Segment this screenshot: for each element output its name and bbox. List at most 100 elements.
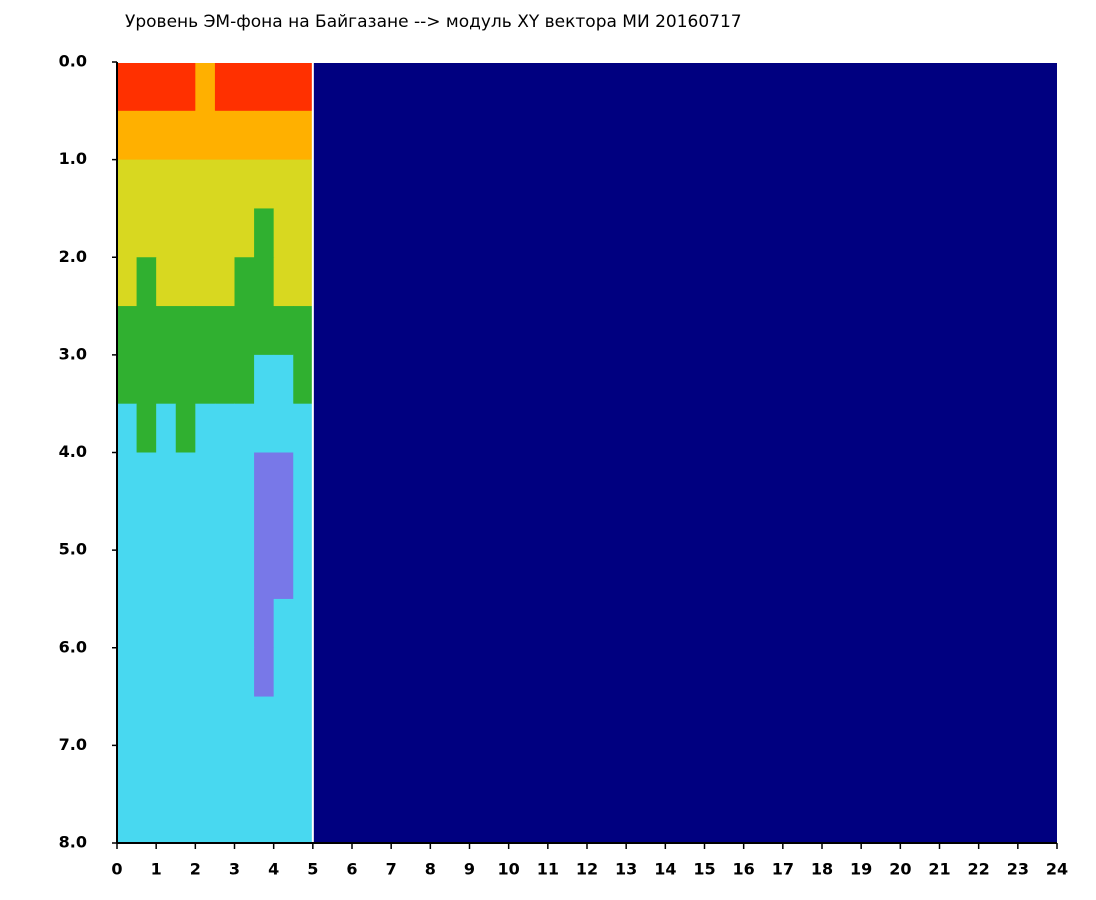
heat-cell (234, 794, 255, 844)
heat-cell (273, 794, 294, 844)
chart-title: Уровень ЭМ-фона на Байгазане --> модуль … (125, 12, 742, 32)
heat-cell (195, 550, 216, 600)
x-tick-label: 17 (772, 860, 794, 879)
x-tick-label: 14 (654, 860, 676, 879)
heat-cell (273, 257, 294, 307)
y-tick-label: 5.0 (59, 540, 87, 559)
y-tick-label: 0.0 (59, 52, 87, 71)
heat-cell (293, 354, 314, 405)
heat-cell (273, 598, 294, 649)
heat-cell (156, 306, 177, 356)
heat-cell (117, 403, 138, 453)
heat-cell (117, 794, 138, 844)
y-tick-label: 1.0 (59, 149, 87, 168)
x-tick-label: 24 (1046, 860, 1068, 879)
x-tick-label: 3 (229, 860, 240, 879)
x-tick-label: 4 (268, 860, 279, 879)
heat-cell (175, 403, 196, 453)
heat-cell (234, 208, 255, 258)
heat-cell (117, 62, 138, 112)
y-tick-label: 4.0 (59, 442, 87, 461)
x-tick-label: 10 (498, 860, 520, 879)
heat-cell (214, 110, 235, 161)
heat-cell (273, 452, 294, 502)
heat-cell (234, 598, 255, 649)
y-tick-label: 8.0 (59, 833, 87, 852)
heat-cell (175, 745, 196, 795)
heat-cell (136, 794, 157, 844)
heat-cell (214, 550, 235, 600)
heat-cell (254, 62, 275, 112)
heat-cell (273, 306, 294, 356)
heat-cell (293, 403, 314, 453)
heat-cell (254, 354, 275, 405)
heat-cell (254, 794, 275, 844)
heat-cell (254, 403, 275, 453)
heat-cell (273, 647, 294, 698)
heat-cell (195, 354, 216, 405)
heat-cell (195, 257, 216, 307)
y-tick-label: 2.0 (59, 247, 87, 266)
heat-cell (195, 745, 216, 795)
heat-cell (156, 647, 177, 698)
x-tick-label: 11 (537, 860, 559, 879)
heat-cell (214, 208, 235, 258)
heat-cell (293, 501, 314, 551)
heat-cell (136, 403, 157, 453)
heat-cell (254, 208, 275, 258)
heat-cell (195, 452, 216, 502)
heat-cell (293, 794, 314, 844)
x-tick-label: 1 (151, 860, 162, 879)
heat-cell (175, 208, 196, 258)
heat-cell (136, 598, 157, 649)
heat-cell (214, 452, 235, 502)
heat-cell (175, 647, 196, 698)
heat-cell (195, 403, 216, 453)
heat-cell (156, 110, 177, 161)
x-tick-label: 7 (386, 860, 397, 879)
heat-cell (195, 62, 216, 112)
heat-cell (293, 257, 314, 307)
heat-cell (195, 647, 216, 698)
heat-cell (214, 794, 235, 844)
heat-cell (175, 598, 196, 649)
heat-cell (136, 110, 157, 161)
x-tick-label: 6 (346, 860, 357, 879)
heat-cell (273, 745, 294, 795)
heat-cell (195, 306, 216, 356)
heat-cell (234, 647, 255, 698)
heat-cell (273, 62, 294, 112)
x-tick-label: 8 (425, 860, 436, 879)
heat-cell (273, 354, 294, 405)
heat-cell (293, 110, 314, 161)
heat-cell (234, 306, 255, 356)
heat-cell (156, 794, 177, 844)
heat-cell (254, 745, 275, 795)
heat-cell (195, 501, 216, 551)
x-tick-label: 2 (190, 860, 201, 879)
heat-cell (254, 598, 275, 649)
heat-cell (293, 208, 314, 258)
heat-cell (273, 159, 294, 209)
heat-cell (175, 257, 196, 307)
heat-cell (195, 110, 216, 161)
heat-cell (214, 257, 235, 307)
y-tick-label: 7.0 (59, 735, 87, 754)
heat-cell (273, 501, 294, 551)
heat-cell (234, 403, 255, 453)
heat-cell (117, 745, 138, 795)
heat-cell (117, 208, 138, 258)
heat-cell (214, 354, 235, 405)
x-tick-label: 16 (733, 860, 755, 879)
heat-cell (117, 647, 138, 698)
heat-cell (254, 550, 275, 600)
heat-cell (156, 550, 177, 600)
heat-cell (293, 159, 314, 209)
heat-cell (117, 598, 138, 649)
heat-cell (293, 452, 314, 502)
heat-cell (195, 696, 216, 746)
heat-cell (117, 159, 138, 209)
heat-cell (254, 257, 275, 307)
heat-cell (156, 501, 177, 551)
